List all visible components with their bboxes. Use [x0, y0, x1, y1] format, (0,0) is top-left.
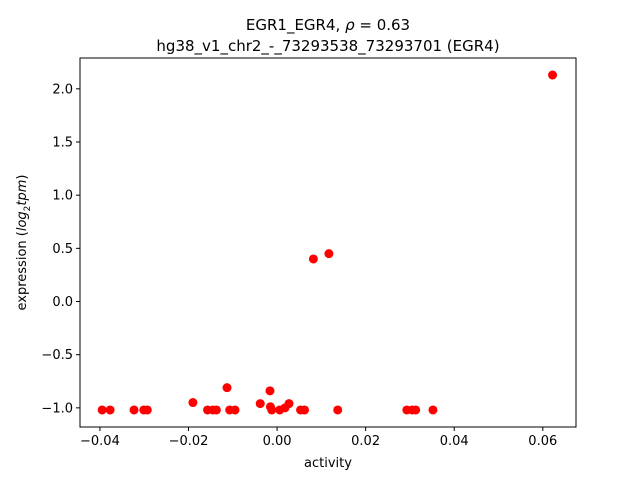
- data-point: [324, 249, 334, 259]
- data-point: [129, 405, 139, 415]
- y-tick-label: 2.0: [52, 82, 73, 97]
- x-axis: −0.04 −0.02 0.00 0.02 0.04 0.06: [80, 427, 557, 449]
- y-tick-label: 1.0: [52, 189, 73, 204]
- data-point: [255, 399, 265, 409]
- data-point: [105, 405, 115, 415]
- x-tick-label: −0.02: [169, 434, 209, 449]
- y-tick-label: 0.5: [52, 242, 73, 257]
- x-tick-label: −0.04: [80, 434, 120, 449]
- y-tick-label: −1.0: [41, 401, 73, 416]
- data-point: [284, 399, 294, 409]
- data-point: [142, 405, 152, 415]
- data-point: [211, 405, 221, 415]
- chart-title-line2: hg38_v1_chr2_-_73293538_73293701 (EGR4): [156, 37, 499, 56]
- x-tick-label: 0.00: [263, 434, 292, 449]
- data-point: [97, 405, 107, 415]
- y-axis-label: expression (log2tpm): [15, 175, 33, 311]
- data-point: [548, 70, 558, 80]
- x-axis-label: activity: [304, 456, 352, 471]
- data-point: [308, 254, 318, 264]
- data-point: [333, 405, 343, 415]
- data-point: [265, 386, 275, 396]
- plot-frame: [79, 57, 577, 428]
- y-tick-label: 0.0: [52, 295, 73, 310]
- y-axis: −1.0 −0.5 0.0 0.5 1.0 1.5 2.0: [41, 82, 80, 416]
- data-point: [267, 405, 277, 415]
- x-tick-label: 0.02: [351, 434, 380, 449]
- data-point: [222, 383, 232, 393]
- x-tick-label: 0.06: [528, 434, 557, 449]
- data-points: [97, 70, 558, 415]
- y-tick-label: −0.5: [41, 348, 73, 363]
- data-point: [411, 405, 421, 415]
- data-point: [428, 405, 438, 415]
- data-point: [230, 405, 240, 415]
- data-point: [188, 398, 198, 408]
- y-tick-label: 1.5: [52, 136, 73, 151]
- x-tick-label: 0.04: [440, 434, 469, 449]
- data-point: [300, 405, 310, 415]
- chart-title-line1: EGR1_EGR4, ρ = 0.63: [246, 16, 410, 35]
